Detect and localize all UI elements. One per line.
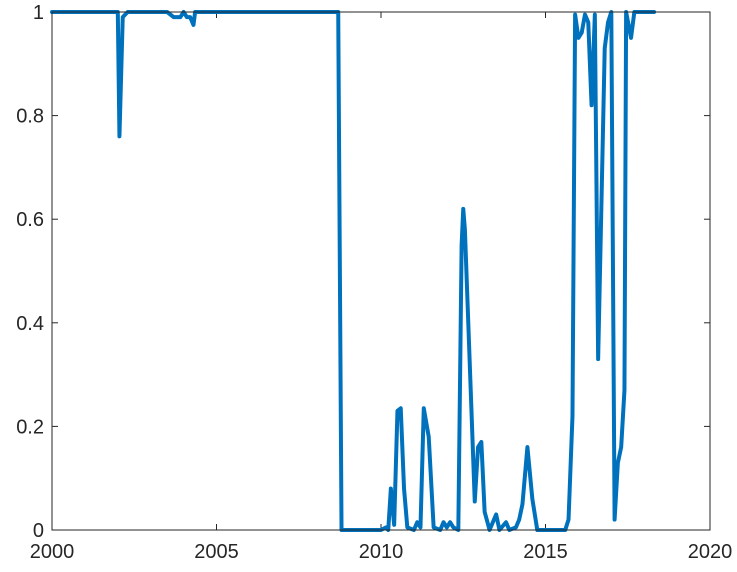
- series-line: [50, 10, 657, 532]
- x-tick-label: 2010: [359, 541, 404, 563]
- y-tick-label: 0.2: [16, 416, 44, 438]
- y-tick-label: 0.6: [16, 209, 44, 231]
- x-tick-label: 2005: [194, 541, 239, 563]
- x-tick-label: 2015: [523, 541, 568, 563]
- series-layer: [50, 10, 657, 532]
- y-tick-label: 0.8: [16, 106, 44, 128]
- x-tick-label: 2020: [688, 541, 733, 563]
- x-tick-label: 2000: [30, 541, 75, 563]
- y-tick-label: 1: [33, 2, 44, 24]
- labels-layer: 2000 2005 2010 2015 2020 0 0.2 0.4 0.6 0.8 1: [16, 2, 732, 563]
- plot-frame: [51, 11, 711, 531]
- y-tick-label: 0: [33, 520, 44, 542]
- y-tick-label: 0.4: [16, 313, 44, 335]
